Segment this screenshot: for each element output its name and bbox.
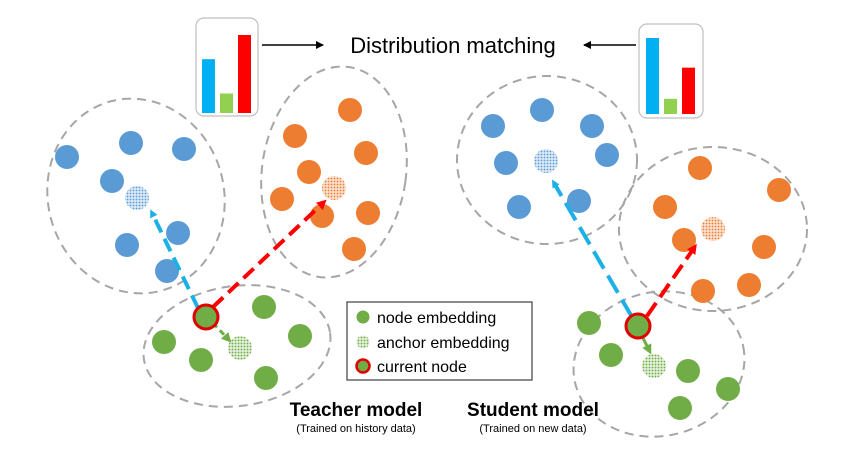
- node-embedding: [668, 396, 692, 420]
- node-embedding: [653, 195, 677, 219]
- node-embedding: [283, 124, 307, 148]
- node-embedding: [599, 343, 623, 367]
- student-bar-1: [646, 38, 659, 114]
- node-embedding: [676, 359, 700, 383]
- node-embedding: [580, 114, 604, 138]
- node-embedding: [577, 311, 601, 335]
- node-embedding: [716, 377, 740, 401]
- node-embedding: [172, 137, 196, 161]
- student-blue-cluster: [456, 75, 638, 245]
- teacher-bar-1: [202, 59, 215, 113]
- node-embedding: [767, 178, 791, 202]
- legend-node-label: node embedding: [377, 310, 496, 327]
- student-distribution-box: [638, 23, 704, 119]
- anchor-embedding: [642, 354, 666, 378]
- teacher-green-cluster: [142, 284, 332, 408]
- teacher-blue-cluster: [46, 97, 226, 295]
- anchor-embedding: [125, 186, 149, 210]
- teacher-model-title: Teacher model: [290, 400, 423, 421]
- student-orange-cluster: [618, 146, 808, 312]
- student-bar-3: [682, 67, 695, 114]
- node-embedding: [691, 279, 715, 303]
- node-embedding: [342, 237, 366, 261]
- legend-current-label: current node: [377, 359, 467, 376]
- anchor-embedding: [228, 336, 252, 360]
- teacher-model-subtitle: (Trained on history data): [296, 423, 415, 435]
- node-embedding: [310, 204, 334, 228]
- node-embedding: [288, 324, 312, 348]
- student-model-title: Student model: [467, 400, 599, 421]
- anchor-embedding: [701, 217, 725, 241]
- node-embedding: [354, 141, 378, 165]
- teacher-orange-cluster: [260, 65, 408, 279]
- student-bar-2: [664, 98, 677, 114]
- student-blue-arrow: [551, 179, 634, 319]
- node-embedding: [270, 187, 294, 211]
- node-embedding: [152, 330, 176, 354]
- node-embedding: [737, 273, 761, 297]
- node-embedding: [338, 98, 362, 122]
- node-embedding: [254, 366, 278, 390]
- legend-frame: [346, 301, 533, 381]
- legend-current-swatch: [355, 358, 371, 374]
- legend: node embedding anchor embedding current …: [346, 301, 533, 381]
- node-embedding: [530, 98, 554, 122]
- node-embedding: [119, 131, 143, 155]
- legend-anchor-label: anchor embedding: [377, 335, 510, 352]
- node-embedding: [494, 151, 518, 175]
- node-embedding: [567, 189, 591, 213]
- node-embedding: [100, 169, 124, 193]
- legend-node-swatch: [356, 310, 370, 324]
- node-embedding: [481, 114, 505, 138]
- student-green-cluster: [572, 290, 746, 438]
- node-embedding: [356, 201, 380, 225]
- teacher-bar-2: [220, 93, 233, 113]
- node-embedding: [507, 195, 531, 219]
- anchor-embedding: [322, 176, 346, 200]
- teacher-distribution-box: [195, 17, 259, 117]
- student-model-subtitle: (Trained on new data): [479, 423, 586, 435]
- node-embedding: [297, 160, 321, 184]
- student-current-node: [624, 312, 652, 340]
- teacher-current-node: [192, 303, 220, 331]
- node-embedding: [595, 143, 619, 167]
- node-embedding: [189, 348, 213, 372]
- node-embedding: [55, 145, 79, 169]
- teacher-red-arrow: [211, 199, 327, 309]
- legend-anchor-swatch: [356, 335, 370, 349]
- node-embedding: [155, 259, 179, 283]
- node-embedding: [752, 235, 776, 259]
- teacher-blue-arrow: [150, 209, 200, 309]
- anchor-embedding: [534, 149, 558, 173]
- teacher-bar-3: [238, 35, 251, 113]
- student-red-arrow: [645, 243, 697, 318]
- node-embedding: [688, 156, 712, 180]
- node-embedding: [166, 221, 190, 245]
- node-embedding: [115, 233, 139, 257]
- node-embedding: [252, 295, 276, 319]
- diagram-title: Distribution matching: [350, 33, 555, 58]
